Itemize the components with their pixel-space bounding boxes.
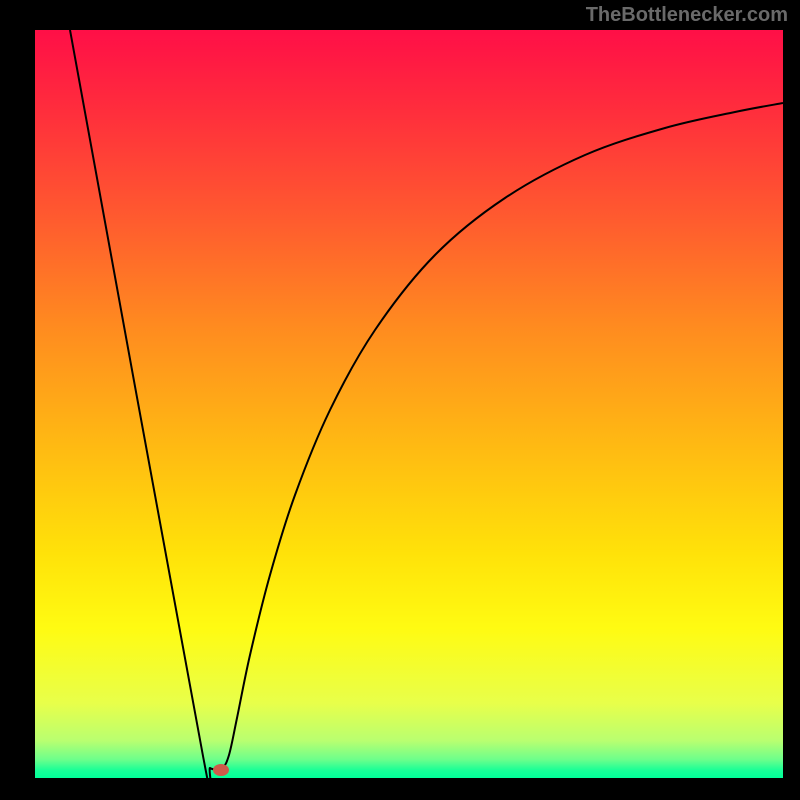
minimum-marker: [213, 764, 229, 776]
watermark-text: TheBottlenecker.com: [586, 4, 788, 27]
plot-area: [35, 30, 783, 778]
bottleneck-curve: [35, 30, 783, 778]
bottleneck-chart: TheBottlenecker.com: [0, 0, 800, 800]
